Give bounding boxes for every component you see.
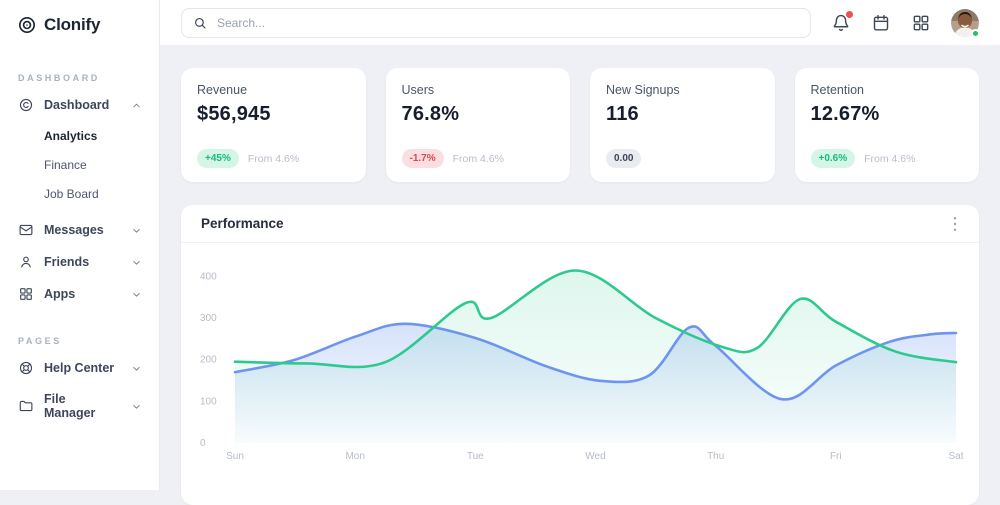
mail-icon (19, 224, 33, 236)
stat-label: New Signups (606, 83, 680, 97)
chevron-down-icon (133, 228, 140, 233)
stat-badges: +0.6% From 4.6% (810, 149, 964, 168)
sidebar-nav: DASHBOARD Dashboard Analytics Finance Job … (0, 73, 159, 428)
stat-change-badge: -1.7% (401, 149, 444, 168)
search-input[interactable] (215, 14, 799, 31)
y-tick-label: 100 (200, 396, 217, 407)
sidebar-item-label: Apps (44, 287, 76, 301)
section-label: PAGES (18, 336, 62, 346)
stat-badges: -1.7% From 4.6% (401, 149, 555, 168)
stat-label: Retention (810, 83, 865, 97)
x-tick-label: Mon (345, 451, 364, 462)
search-icon (194, 17, 206, 29)
online-status-dot (971, 28, 980, 38)
y-tick-label: 300 (200, 313, 217, 324)
topbar-actions (831, 8, 980, 38)
brand-logo[interactable]: Clonify (0, 0, 159, 47)
series-green-area (235, 270, 956, 443)
series-blue-line (233, 322, 958, 401)
sidebar-item-label: Help Center (44, 361, 115, 375)
chart-header: Performance (181, 205, 979, 243)
clonify-logo-icon (18, 16, 36, 34)
sidebar-item-apps[interactable]: Apps (0, 278, 159, 310)
sidebar-item-label: Friends (44, 255, 90, 269)
folder-icon (19, 400, 33, 412)
stat-label: Users (401, 83, 435, 97)
apps-launcher-button[interactable] (911, 13, 931, 33)
sidebar-item-dashboard[interactable]: Dashboard (0, 89, 159, 121)
apps-icon (20, 288, 32, 300)
apps-grid-icon (913, 15, 929, 30)
stat-value: 12.67% (810, 103, 880, 125)
y-tick-label: 200 (200, 355, 217, 366)
x-tick-label: Thu (707, 451, 724, 462)
sidebar-item-friends[interactable]: Friends (0, 246, 159, 278)
x-tick-label: Tue (467, 451, 484, 462)
kebab-menu-icon[interactable] (945, 214, 965, 234)
x-tick-label: Sat (948, 451, 963, 462)
stat-card-new-signups: New Signups 116 0.00 (590, 68, 775, 182)
sidebar-item-file-manager[interactable]: File Manager (0, 384, 159, 428)
section-label: DASHBOARD (18, 73, 100, 83)
notifications-button[interactable] (831, 10, 853, 33)
dashboard-icon (19, 98, 33, 112)
chevron-down-icon (133, 292, 140, 297)
stat-value: $56,945 (197, 103, 271, 125)
chevron-down-icon (133, 260, 140, 265)
sidebar-subitem-finance[interactable]: Finance (44, 157, 87, 172)
performance-chart: 400 300 200 100 0 Sun Mon Tue Wed Thu Fri Sat (200, 269, 964, 462)
bell-icon (833, 14, 849, 31)
topbar (160, 0, 1000, 45)
sidebar-item-help-center[interactable]: Help Center (0, 352, 159, 384)
avatar-image (951, 8, 979, 37)
calendar-button[interactable] (871, 13, 891, 33)
sidebar-subitem-analytics[interactable]: Analytics (44, 128, 98, 143)
stat-note: From 4.6% (864, 152, 916, 165)
x-tick-label: Sun (226, 451, 244, 462)
stat-change-badge: 0.00 (606, 149, 642, 168)
series-green-line (233, 269, 958, 369)
calendar-icon (873, 14, 889, 31)
chevron-up-icon (133, 103, 140, 107)
chart-title: Performance (201, 216, 284, 231)
sidebar-sublist: Analytics Finance Job Board (0, 121, 159, 208)
x-tick-label: Wed (585, 451, 605, 462)
stat-note: From 4.6% (247, 152, 300, 165)
chevron-down-icon (133, 404, 140, 409)
stats-row: Revenue $56,945 +45% From 4.6% Users 76.… (181, 68, 979, 182)
main-content: Revenue $56,945 +45% From 4.6% Users 76.… (160, 45, 1000, 505)
stat-card-users: Users 76.8% -1.7% From 4.6% (385, 68, 570, 182)
stat-label: Revenue (197, 83, 248, 97)
sidebar-subitem-job-board[interactable]: Job Board (44, 186, 99, 201)
sidebar-item-messages[interactable]: Messages (0, 214, 159, 246)
stat-badges: 0.00 (606, 149, 759, 168)
stat-note: From 4.6% (452, 152, 504, 165)
lifebuoy-icon (19, 361, 33, 375)
user-icon (21, 256, 31, 268)
stat-card-retention: Retention 12.67% +0.6% From 4.6% (794, 68, 979, 182)
sidebar-item-label: Messages (44, 223, 104, 237)
sidebar: Clonify DASHBOARD Dashboard Analytics Fin… (0, 0, 160, 490)
user-avatar[interactable] (951, 8, 980, 38)
performance-card: Performance 400 300 200 100 0 Sun Mon Tue Wed Thu… (181, 205, 979, 505)
y-tick-label: 400 (200, 271, 217, 282)
stat-change-badge: +0.6% (810, 149, 856, 168)
x-tick-label: Fri (830, 451, 842, 462)
stat-change-badge: +45% (197, 149, 239, 168)
sidebar-item-label: File Manager (44, 392, 96, 420)
stat-value: 76.8% (401, 103, 460, 125)
search-box[interactable] (181, 7, 811, 38)
notification-dot (846, 10, 853, 18)
y-tick-label: 0 (200, 438, 206, 449)
sidebar-item-label: Dashboard (44, 98, 110, 112)
chevron-down-icon (133, 366, 140, 371)
stat-card-revenue: Revenue $56,945 +45% From 4.6% (181, 68, 366, 182)
stat-value: 116 (606, 103, 639, 125)
stat-badges: +45% From 4.6% (197, 149, 350, 168)
brand-name: Clonify (44, 15, 101, 34)
